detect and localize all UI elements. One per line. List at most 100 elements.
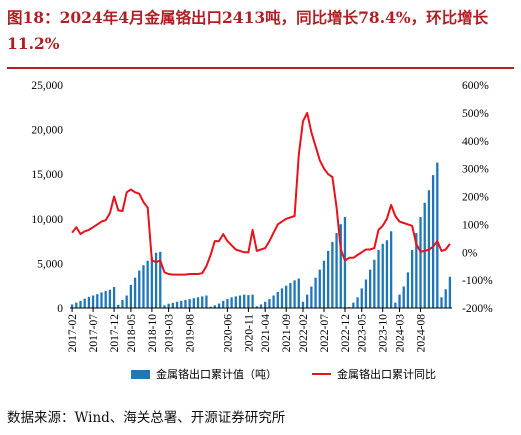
right-axis-tick-label: -200%: [462, 303, 493, 315]
bar-2024-05: [406, 272, 410, 308]
bar-2025-02: [440, 297, 443, 308]
bar-2024-04: [402, 286, 405, 308]
bar-2019-02: [163, 305, 166, 308]
x-axis-tick-label: 2017-07: [88, 314, 100, 353]
x-axis-tick-label: 2024-03: [395, 314, 407, 353]
bar-2021-06: [272, 295, 275, 308]
bar-2023-07: [368, 269, 372, 308]
left-axis-tick-label: 25,000: [31, 80, 63, 92]
right-axis-tick-label: 100%: [462, 219, 489, 231]
x-axis-tick-label: 2017-12: [109, 314, 121, 353]
bar-2021-12: [297, 278, 300, 308]
bar-2024-03: [398, 294, 401, 308]
bar-2023-12: [389, 231, 393, 308]
left-axis-tick-label: 20,000: [31, 125, 63, 137]
bar-2017-10: [104, 291, 107, 308]
bar-2021-10: [289, 283, 292, 308]
bar-2017-02: [70, 304, 74, 308]
bar-2020-06: [226, 299, 229, 308]
bar-2019-09: [192, 298, 195, 308]
export-chart: 0 5,000 10,000 15,000 20,000 25,000 -200% -100%…: [31, 80, 493, 381]
left-axis-tick-label: 15,000: [31, 169, 63, 181]
bar-2022-05: [314, 277, 317, 308]
bar-2024-06: [410, 250, 414, 308]
bar-2017-11: [108, 289, 112, 308]
bar-2023-05: [360, 288, 363, 308]
bar-2020-02: [209, 306, 212, 308]
bar-2019-11: [201, 296, 204, 308]
bar-2017-03: [75, 302, 78, 308]
x-axis-tick-label: 2023-10: [378, 314, 390, 353]
bar-2023-08: [373, 259, 376, 308]
bar-2024-09: [423, 202, 426, 308]
right-axis-tick-label: 500%: [462, 108, 489, 120]
x-axis-tick-label: 2020-06: [222, 314, 234, 353]
bar-2019-03: [167, 303, 170, 308]
bar-2024-11: [431, 175, 435, 308]
bar-2018-11: [154, 252, 158, 308]
bar-2018-02: [117, 304, 120, 308]
bar-2018-06: [133, 277, 137, 308]
bar-2020-08: [234, 296, 237, 308]
x-axis-tick-label: 2019-03: [164, 314, 176, 353]
bar-2017-08: [96, 294, 99, 308]
bar-2021-07: [276, 291, 279, 308]
bar-2024-02: [394, 302, 397, 308]
bar-2019-10: [196, 297, 200, 308]
bar-2020-04: [217, 303, 221, 308]
title-rule: [7, 67, 514, 69]
bar-2023-11: [385, 240, 389, 308]
right-axis-tick-label: 600%: [462, 80, 489, 92]
bar-2019-05: [175, 301, 179, 308]
bar-2020-12: [251, 294, 254, 308]
x-axis-tick-label: 2022-02: [298, 314, 310, 353]
line-yoy-growth: [71, 111, 451, 276]
bar-2024-07: [415, 233, 418, 308]
bar-2022-03: [306, 294, 309, 308]
bar-2021-02: [255, 306, 258, 308]
bar-2018-10: [150, 257, 154, 308]
x-axis-tick-label: 2019-08: [185, 314, 197, 353]
x-axis-tick-label: 2017-02: [67, 314, 79, 353]
right-axis-tick-label: -100%: [462, 275, 493, 287]
source-note: 数据来源：Wind、海关总署、开源证券研究所: [7, 410, 286, 426]
bar-series: [70, 162, 452, 308]
bar-2021-05: [268, 299, 271, 308]
bar-2024-12: [436, 162, 439, 308]
bar-2021-04: [264, 301, 267, 308]
bar-2020-10: [243, 294, 246, 308]
legend-label-bar: 金属铬出口累计值（吨）: [156, 367, 277, 381]
bar-2019-12: [205, 295, 208, 308]
bar-2020-11: [247, 295, 250, 308]
chart-legend: 金属铬出口累计值（吨） 金属铬出口累计同比: [131, 367, 436, 381]
x-axis-tick-label: 2020-11: [243, 314, 255, 352]
bar-2021-09: [285, 285, 288, 308]
bar-2019-08: [188, 299, 191, 308]
legend-label-line: 金属铬出口累计同比: [337, 367, 436, 381]
bar-2022-07: [322, 260, 326, 308]
bar-2023-06: [364, 279, 368, 308]
bar-2018-05: [129, 284, 133, 308]
left-axis-tick-label: 5,000: [37, 258, 63, 270]
bar-2025-04: [448, 276, 452, 308]
bar-2023-10: [381, 243, 384, 308]
bar-2023-03: [352, 302, 355, 308]
bar-2023-04: [356, 297, 359, 308]
x-axis-tick-label: 2018-05: [126, 314, 138, 353]
x-axis-tick-label: 2021-04: [260, 314, 272, 353]
bar-2022-12: [343, 217, 347, 308]
bar-2017-06: [87, 296, 91, 308]
x-axis-tick-label: 2022-07: [319, 314, 331, 353]
x-axis-tick-label: 2022-12: [340, 314, 352, 353]
bar-2018-08: [142, 265, 145, 308]
bar-2018-04: [125, 295, 128, 308]
x-axis-tick-label: 2021-09: [281, 314, 293, 353]
bar-2020-07: [230, 297, 233, 308]
right-axis-tick-label: 300%: [462, 164, 489, 176]
bar-2023-09: [377, 250, 380, 308]
bar-2018-07: [138, 270, 141, 308]
bar-2019-04: [171, 302, 174, 308]
bar-2020-05: [222, 300, 225, 308]
bar-2022-11: [339, 224, 342, 308]
bar-2022-02: [301, 301, 305, 308]
